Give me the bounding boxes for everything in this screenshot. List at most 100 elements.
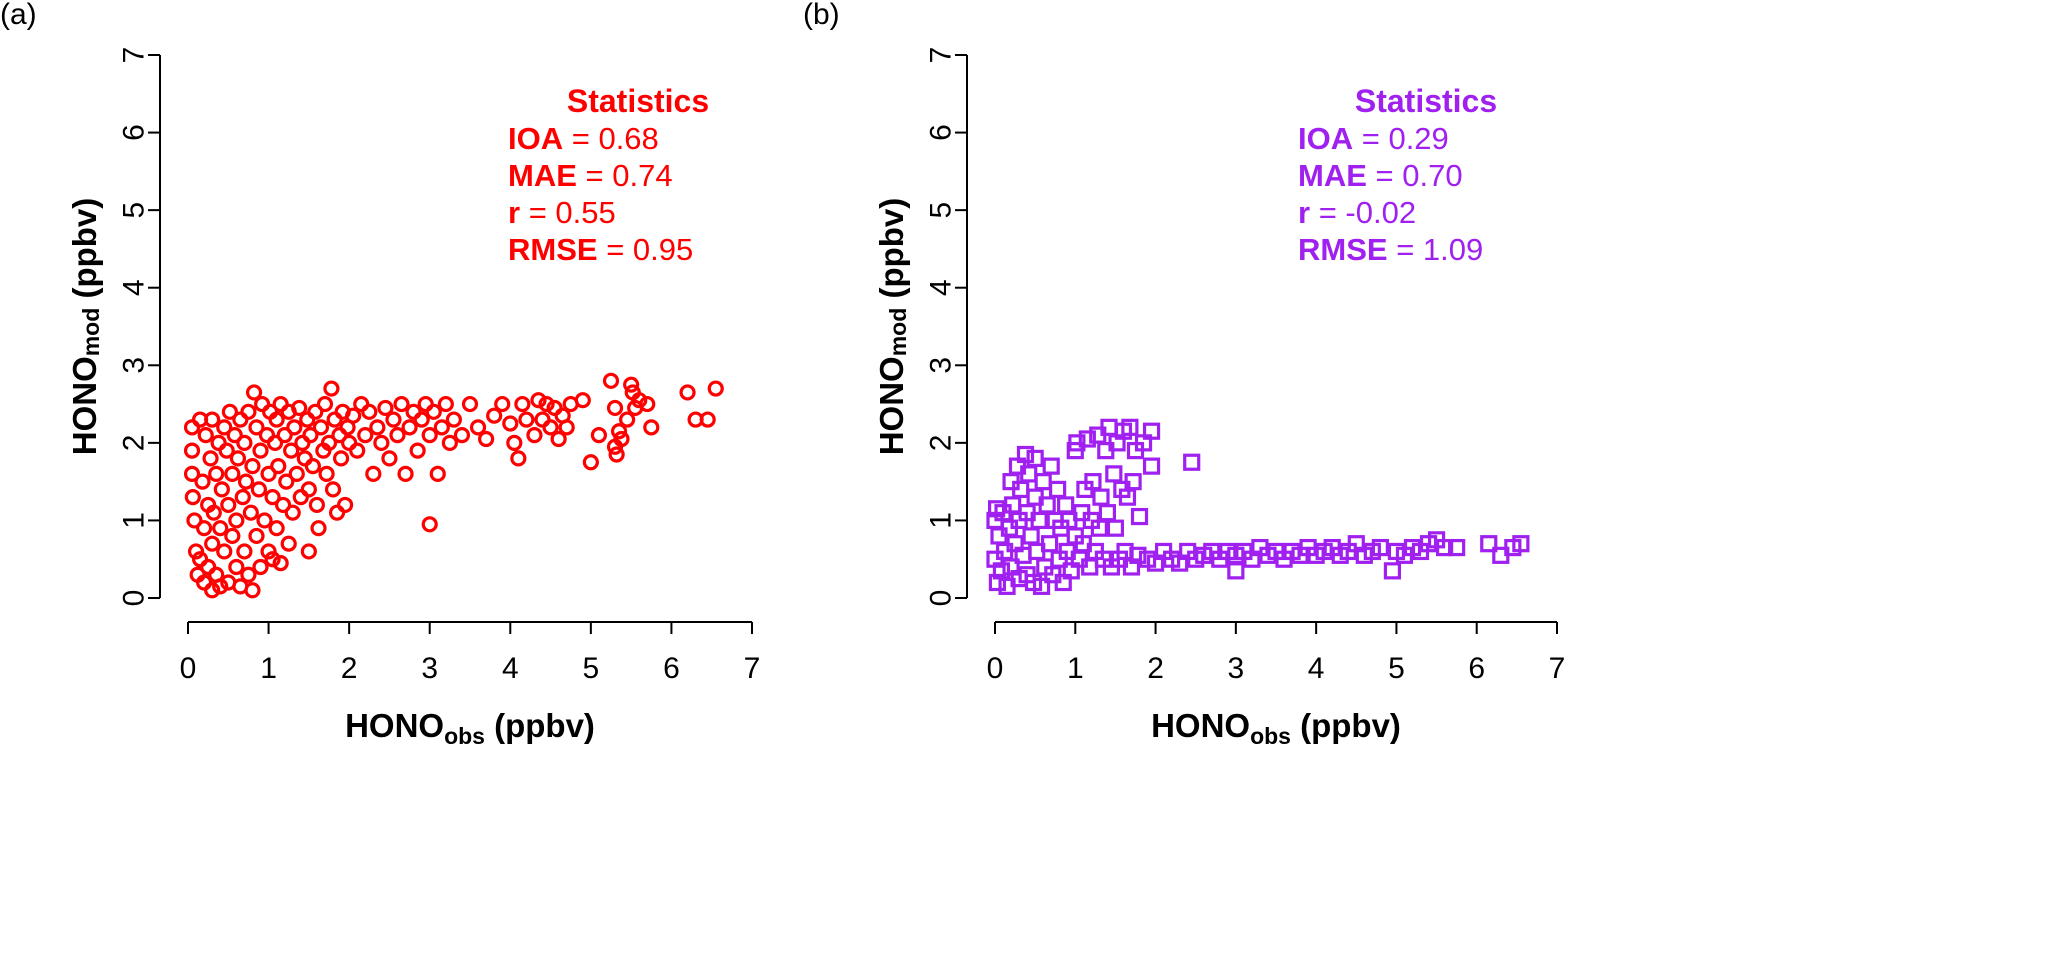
data-point — [204, 582, 221, 599]
data-point — [316, 395, 334, 413]
data-point — [610, 423, 628, 440]
stats-row-ioa: IOA = 0.29 — [1298, 121, 1449, 156]
y-tick-label: 3 — [925, 357, 958, 374]
x-tick-label: 7 — [1549, 652, 1566, 685]
data-point — [1142, 422, 1161, 440]
y-tick-label: 5 — [118, 202, 151, 219]
data-point — [244, 582, 261, 599]
data-point — [582, 454, 599, 471]
x-tick-label: 3 — [421, 652, 438, 685]
data-point — [228, 512, 245, 529]
y-tick-label: 0 — [925, 590, 958, 607]
data-point — [353, 395, 370, 413]
x-tick-label: 0 — [180, 652, 197, 685]
data-point — [245, 384, 263, 401]
data-point — [381, 450, 398, 467]
data-point — [216, 543, 233, 560]
x-tick-label: 6 — [663, 652, 680, 685]
x-tick-label: 0 — [987, 652, 1004, 685]
data-point — [252, 558, 269, 576]
data-point — [373, 434, 390, 451]
data-point — [409, 442, 426, 459]
data-point — [623, 376, 640, 393]
data-point — [534, 411, 551, 428]
data-point — [292, 489, 309, 506]
data-point — [1124, 473, 1142, 491]
data-point — [542, 419, 559, 436]
data-point — [502, 415, 519, 432]
data-point — [318, 465, 335, 482]
data-point — [183, 465, 201, 482]
data-point — [212, 578, 229, 595]
data-point — [186, 512, 203, 529]
y-tick-label: 1 — [118, 512, 151, 529]
data-point — [550, 430, 567, 448]
data-point — [307, 403, 324, 420]
data-point — [1105, 465, 1123, 483]
data-point — [224, 465, 241, 482]
data-point — [256, 512, 273, 529]
data-point — [183, 419, 201, 436]
data-point — [1130, 507, 1149, 526]
data-point — [613, 430, 630, 448]
data-points — [986, 418, 1530, 595]
y-tick-label: 6 — [118, 124, 151, 141]
x-tick-label: 7 — [744, 652, 761, 685]
data-point — [1121, 418, 1139, 436]
data-point — [296, 450, 313, 467]
data-point — [308, 496, 326, 514]
data-point — [1034, 473, 1052, 491]
panel-label: (a) — [0, 0, 37, 31]
data-point — [266, 434, 284, 451]
data-point — [699, 411, 716, 428]
x-tick-label: 1 — [260, 652, 277, 685]
x-tick-label: 6 — [1468, 652, 1485, 685]
data-point — [276, 427, 293, 444]
y-tick-label: 2 — [925, 435, 958, 452]
data-point — [280, 535, 297, 552]
data-point — [197, 427, 214, 444]
data-point — [1480, 535, 1498, 553]
data-point — [337, 496, 354, 514]
data-point — [310, 520, 327, 537]
data-point — [284, 504, 301, 521]
data-point — [252, 442, 269, 459]
data-point — [421, 516, 438, 533]
data-point — [437, 395, 454, 413]
data-point — [268, 411, 285, 428]
data-point — [639, 395, 656, 413]
stats-row-ioa: IOA = 0.68 — [508, 121, 659, 156]
data-point — [299, 411, 316, 428]
data-point — [213, 481, 230, 498]
data-point — [291, 399, 308, 417]
data-point — [1032, 577, 1051, 595]
data-point — [357, 427, 374, 444]
data-point — [323, 380, 340, 397]
data-point — [1371, 538, 1389, 557]
data-point — [1040, 535, 1059, 553]
data-point — [469, 419, 487, 436]
data-point — [514, 395, 531, 413]
y-tick-label: 4 — [925, 279, 958, 296]
data-point — [234, 489, 251, 506]
data-point — [300, 481, 317, 498]
y-tick-label: 1 — [925, 512, 958, 529]
data-point — [204, 535, 221, 552]
y-tick-label: 7 — [925, 47, 958, 64]
data-point — [558, 419, 575, 436]
data-point — [530, 392, 547, 409]
data-point — [218, 442, 235, 459]
data-point — [602, 372, 620, 389]
data-point — [619, 411, 636, 428]
data-point — [506, 434, 523, 451]
data-point — [341, 434, 358, 451]
data-point — [324, 481, 342, 498]
data-point — [453, 427, 471, 444]
data-point — [286, 419, 303, 436]
data-point — [208, 465, 225, 482]
data-point — [369, 419, 386, 436]
data-point — [240, 566, 257, 583]
x-tick-label: 2 — [1147, 652, 1164, 685]
data-point — [631, 392, 648, 409]
data-point — [312, 419, 330, 436]
